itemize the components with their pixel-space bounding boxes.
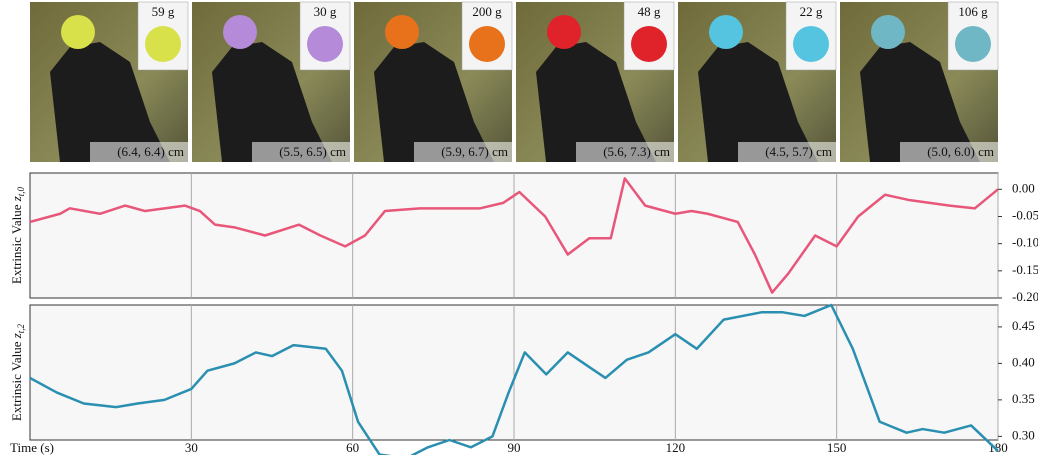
robot-hand [212, 42, 332, 162]
size-label: (5.6, 7.3) cm [603, 144, 670, 159]
size-label: (5.0, 6.0) cm [927, 144, 994, 159]
x-tick-label: 120 [666, 440, 686, 455]
inset-object [793, 26, 829, 62]
weight-label: 22 g [800, 4, 823, 19]
inset-object [469, 26, 505, 62]
y-label-sub: t,2 [16, 323, 26, 333]
size-label: (4.5, 5.7) cm [765, 144, 832, 159]
size-bg [414, 142, 512, 162]
y-tick-label: 0.45 [1012, 318, 1035, 333]
y-label-var: z [9, 333, 24, 339]
inset-object [145, 26, 181, 62]
y-axis-label: Extrinsic Value zt,0 [9, 186, 26, 284]
x-tick-label: 150 [827, 440, 847, 455]
inset-object [307, 26, 343, 62]
series-line [29, 177, 999, 294]
size-bg [576, 142, 674, 162]
y-tick-label: 0.00 [1012, 180, 1035, 195]
size-label: (5.9, 6.7) cm [441, 144, 508, 159]
weight-label: 200 g [472, 4, 502, 19]
weight-label: 48 g [638, 4, 661, 19]
inset-object [955, 26, 991, 62]
y-label-text: Extrinsic Value [9, 204, 24, 284]
y-tick-label: 0.35 [1012, 391, 1035, 406]
weight-label: 59 g [152, 4, 175, 19]
size-bg [90, 142, 188, 162]
inset-object [631, 26, 667, 62]
y-tick-label: -0.20 [1012, 289, 1038, 304]
object [547, 15, 581, 49]
robot-hand [860, 42, 980, 162]
size-bg [738, 142, 836, 162]
robot-hand [698, 42, 818, 162]
x-tick-label: 180 [988, 440, 1008, 455]
robot-hand [536, 42, 656, 162]
weight-label: 30 g [314, 4, 337, 19]
weight-label: 106 g [958, 4, 988, 19]
x-tick-label: 60 [346, 440, 359, 455]
object [709, 15, 743, 49]
object [871, 15, 905, 49]
x-tick-label: 30 [185, 440, 198, 455]
y-tick-label: -0.10 [1012, 235, 1038, 250]
y-label-sub: t,0 [16, 186, 26, 196]
y-label-var: z [9, 196, 24, 202]
object [223, 15, 257, 49]
object [385, 15, 419, 49]
y-tick-label: 0.30 [1012, 427, 1035, 442]
size-label: (5.5, 6.5) cm [279, 144, 346, 159]
x-tick-label: 90 [508, 440, 521, 455]
series-line [29, 303, 999, 455]
robot-hand [374, 42, 494, 162]
y-tick-label: -0.05 [1012, 207, 1038, 222]
robot-hand [50, 42, 170, 162]
object [61, 15, 95, 49]
y-tick-label: 0.40 [1012, 354, 1035, 369]
y-label-text: Extrinsic Value [9, 341, 24, 421]
size-label: (6.4, 6.4) cm [117, 144, 184, 159]
y-axis-label: Extrinsic Value zt,2 [9, 323, 26, 421]
y-tick-label: -0.15 [1012, 262, 1038, 277]
x-axis-label: Time (s) [10, 440, 54, 455]
size-bg [252, 142, 350, 162]
size-bg [900, 142, 998, 162]
